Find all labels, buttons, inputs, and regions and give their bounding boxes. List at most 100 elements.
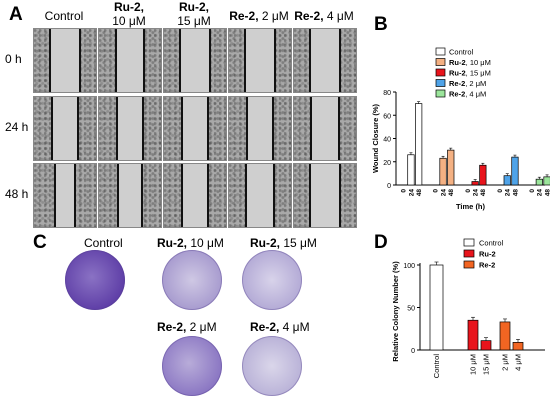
x-tick-label: 2 μM	[501, 354, 510, 371]
bar	[499, 321, 511, 351]
x-tick-label: 24	[472, 189, 479, 197]
panel-b-letter: B	[374, 14, 388, 35]
legend-swatch	[435, 68, 446, 77]
legend-label: Ru-2, 10 μM	[449, 58, 491, 67]
y-axis-title: Wound Closure (%)	[371, 103, 380, 173]
wound-micrograph	[163, 28, 227, 93]
column-label: Re-2, 2 μM	[229, 9, 289, 23]
x-tick-label: 48	[480, 189, 487, 197]
x-tick-label: 48	[544, 189, 550, 197]
x-tick-label: 24	[505, 189, 512, 197]
y-axis-title: Relative Colony Number (%)	[391, 261, 400, 362]
x-tick-label: 15 μM	[482, 354, 491, 375]
y-tick-label: 80	[383, 90, 391, 97]
legend-label: Re-2	[479, 261, 495, 270]
wound-micrograph	[228, 96, 292, 161]
bar	[480, 340, 492, 351]
colony-dish	[242, 250, 302, 310]
x-tick-label: 24	[537, 189, 544, 197]
y-tick-label: 20	[383, 160, 391, 167]
column-label: Ru-2, 15 μM	[177, 0, 211, 28]
panel-a-letter: A	[9, 4, 23, 25]
bar	[512, 341, 524, 351]
wound-micrograph	[163, 96, 227, 161]
bar	[415, 103, 423, 186]
wound-micrograph	[33, 96, 97, 161]
legend-swatch	[463, 238, 475, 247]
dish-label: Re-2, 4 μM	[250, 320, 310, 334]
legend-label: Control	[479, 239, 504, 248]
x-tick-label: 0	[465, 189, 472, 193]
legend-label: Control	[449, 48, 474, 57]
wound-micrograph	[98, 96, 162, 161]
bar	[407, 154, 415, 186]
column-label: Control	[44, 9, 84, 23]
dish-label: Control	[84, 236, 123, 250]
x-tick-label: 48	[512, 189, 519, 197]
bar	[467, 319, 479, 351]
wound-micrograph	[228, 28, 292, 93]
legend-label: Re-2, 4 μM	[449, 90, 486, 99]
dish-label: Re-2, 2 μM	[157, 320, 217, 334]
x-tick-label: 4 μM	[514, 354, 523, 371]
y-tick-label: 0	[411, 348, 415, 355]
y-tick-label: 50	[407, 306, 415, 313]
x-tick-label: 0	[529, 189, 536, 193]
wound-micrograph	[33, 28, 97, 93]
x-tick-label: 24	[408, 189, 415, 197]
bar	[429, 264, 444, 351]
legend-swatch	[435, 89, 446, 98]
dish-label: Ru-2, 10 μM	[157, 236, 224, 250]
y-tick-label: 60	[383, 113, 391, 120]
x-tick-label: 10 μM	[469, 354, 478, 375]
legend-label: Ru-2	[479, 250, 496, 259]
bar	[543, 176, 550, 186]
x-tick-label: 48	[448, 189, 455, 197]
bar	[503, 175, 511, 186]
legend-swatch	[435, 47, 446, 56]
wound-micrograph	[98, 28, 162, 93]
x-tick-label: 0	[433, 189, 440, 193]
dish-label: Ru-2, 15 μM	[250, 236, 317, 250]
legend-label: Re-2, 2 μM	[449, 79, 486, 88]
y-tick-label: 0	[387, 183, 391, 190]
bar	[439, 157, 447, 186]
colony-dish	[162, 250, 222, 310]
legend-label: Ru-2, 15 μM	[449, 69, 491, 78]
wound-micrograph	[293, 96, 357, 161]
wound-micrograph	[163, 163, 227, 228]
x-tick-label: 0	[401, 189, 408, 193]
bar	[471, 181, 479, 186]
x-tick-label: Control	[432, 354, 441, 379]
wound-micrograph	[293, 28, 357, 93]
colony-dish	[242, 336, 302, 396]
colony-dish	[65, 250, 125, 310]
colony-dish	[162, 336, 222, 396]
legend-swatch	[435, 79, 446, 87]
y-tick-label: 100	[403, 263, 415, 270]
legend-swatch	[463, 249, 475, 258]
bar	[479, 164, 487, 186]
wound-micrograph	[293, 163, 357, 228]
y-tick-label: 40	[383, 137, 391, 144]
row-label: 24 h	[5, 120, 29, 134]
bar	[511, 156, 519, 186]
panel-c-letter: C	[33, 232, 47, 253]
row-label: 0 h	[5, 52, 22, 66]
panel-d-letter: D	[374, 232, 388, 253]
x-tick-label: 48	[416, 189, 423, 197]
x-tick-label: 24	[440, 189, 447, 197]
x-axis-title: Time (h)	[456, 202, 486, 211]
row-label: 48 h	[5, 187, 29, 201]
legend-swatch	[463, 260, 475, 269]
wound-micrograph	[228, 163, 292, 228]
x-tick-label: 0	[497, 189, 504, 193]
column-label: Ru-2, 10 μM	[112, 0, 146, 28]
legend-swatch	[435, 58, 446, 66]
wound-micrograph	[33, 163, 97, 228]
bar	[447, 149, 455, 186]
column-label: Re-2, 4 μM	[294, 9, 354, 23]
bar	[535, 178, 543, 186]
